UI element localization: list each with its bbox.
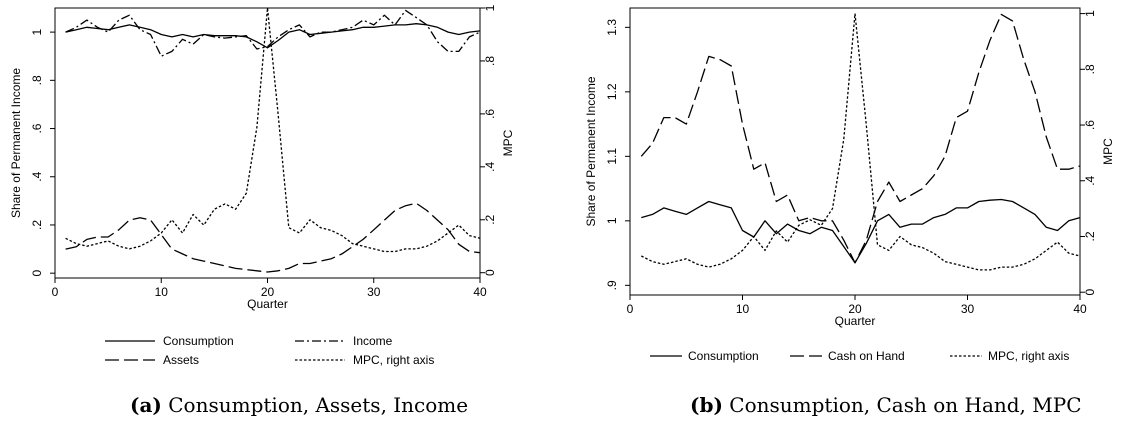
y2-tick-label: .6 <box>483 109 497 119</box>
y-tick-label: 1.3 <box>605 19 619 36</box>
y2-tick-label: 0 <box>1083 289 1097 296</box>
y-tick-label: .4 <box>30 171 44 181</box>
y-axis-label: Share of Permanent Income <box>9 68 23 218</box>
legend-label: MPC, right axis <box>353 353 434 367</box>
y2-tick-label: .8 <box>1083 64 1097 74</box>
series-line-income <box>65 9 481 57</box>
caption-b: (b) Consumption, Cash on Hand, MPC <box>690 393 1082 417</box>
legend-label: Cash on Hand <box>828 349 905 363</box>
y2-tick-label: 1 <box>1083 10 1097 17</box>
caption-a-text: Consumption, Assets, Income <box>168 393 469 417</box>
series-line-assets <box>65 202 481 273</box>
series-line-mpc-right-axis <box>65 7 481 253</box>
y2-axis-label: MPC <box>501 129 515 156</box>
x-tick-label: 0 <box>627 302 634 316</box>
x-tick-label: 10 <box>155 285 169 299</box>
legend-label: Assets <box>163 353 199 367</box>
y-axis-label: Share of Permanent Income <box>584 76 598 226</box>
legend-label: MPC, right axis <box>988 349 1069 363</box>
series-line-consumption <box>641 198 1081 264</box>
series-line-cash-on-hand <box>640 13 1081 264</box>
y2-tick-label: .2 <box>1083 231 1097 241</box>
series-line-consumption <box>65 23 481 49</box>
y-tick-label: .2 <box>30 220 44 230</box>
legend-label: Income <box>353 334 393 348</box>
y2-tick-label: 1 <box>483 4 497 11</box>
y2-axis-label: MPC <box>1101 138 1115 165</box>
x-tick-label: 20 <box>848 302 862 316</box>
caption-a: (a) Consumption, Assets, Income <box>130 393 468 417</box>
y-tick-label: 1 <box>605 217 619 224</box>
y2-tick-label: .6 <box>1083 120 1097 130</box>
y2-tick-label: .8 <box>483 56 497 66</box>
caption-a-tag: (a) <box>130 393 162 417</box>
x-tick-label: 10 <box>736 302 750 316</box>
x-axis-label: Quarter <box>247 297 288 311</box>
x-tick-label: 40 <box>1073 302 1087 316</box>
y-tick-label: 1 <box>30 28 44 35</box>
x-tick-label: 30 <box>367 285 381 299</box>
plot-frame <box>629 7 1081 296</box>
x-tick-label: 20 <box>261 285 275 299</box>
series-line-mpc-right-axis <box>641 12 1081 271</box>
y-tick-label: 1.1 <box>605 148 619 165</box>
legend: Consumption Income Assets MPC, right axis <box>105 334 434 367</box>
y2-tick-label: 0 <box>483 269 497 276</box>
y2-tick-label: .4 <box>1083 175 1097 185</box>
x-tick-label: 40 <box>473 285 487 299</box>
legend-label: Consumption <box>688 349 759 363</box>
caption-b-tag: (b) <box>690 393 723 417</box>
legend-label: Consumption <box>163 334 234 348</box>
y-tick-label: 1.2 <box>605 83 619 100</box>
y-tick-label: 0 <box>30 270 44 277</box>
y-tick-label: .8 <box>30 75 44 85</box>
y-tick-label: .6 <box>30 123 44 133</box>
x-tick-label: 30 <box>961 302 975 316</box>
caption-b-text: Consumption, Cash on Hand, MPC <box>729 393 1082 417</box>
y2-tick-label: .4 <box>483 161 497 171</box>
legend: Consumption Cash on Hand MPC, right axis <box>650 349 1069 363</box>
y2-tick-label: .2 <box>483 214 497 224</box>
x-tick-label: 0 <box>52 285 59 299</box>
y-tick-label: .9 <box>605 280 619 290</box>
x-axis-label: Quarter <box>835 314 876 328</box>
plot-frame <box>54 7 481 279</box>
